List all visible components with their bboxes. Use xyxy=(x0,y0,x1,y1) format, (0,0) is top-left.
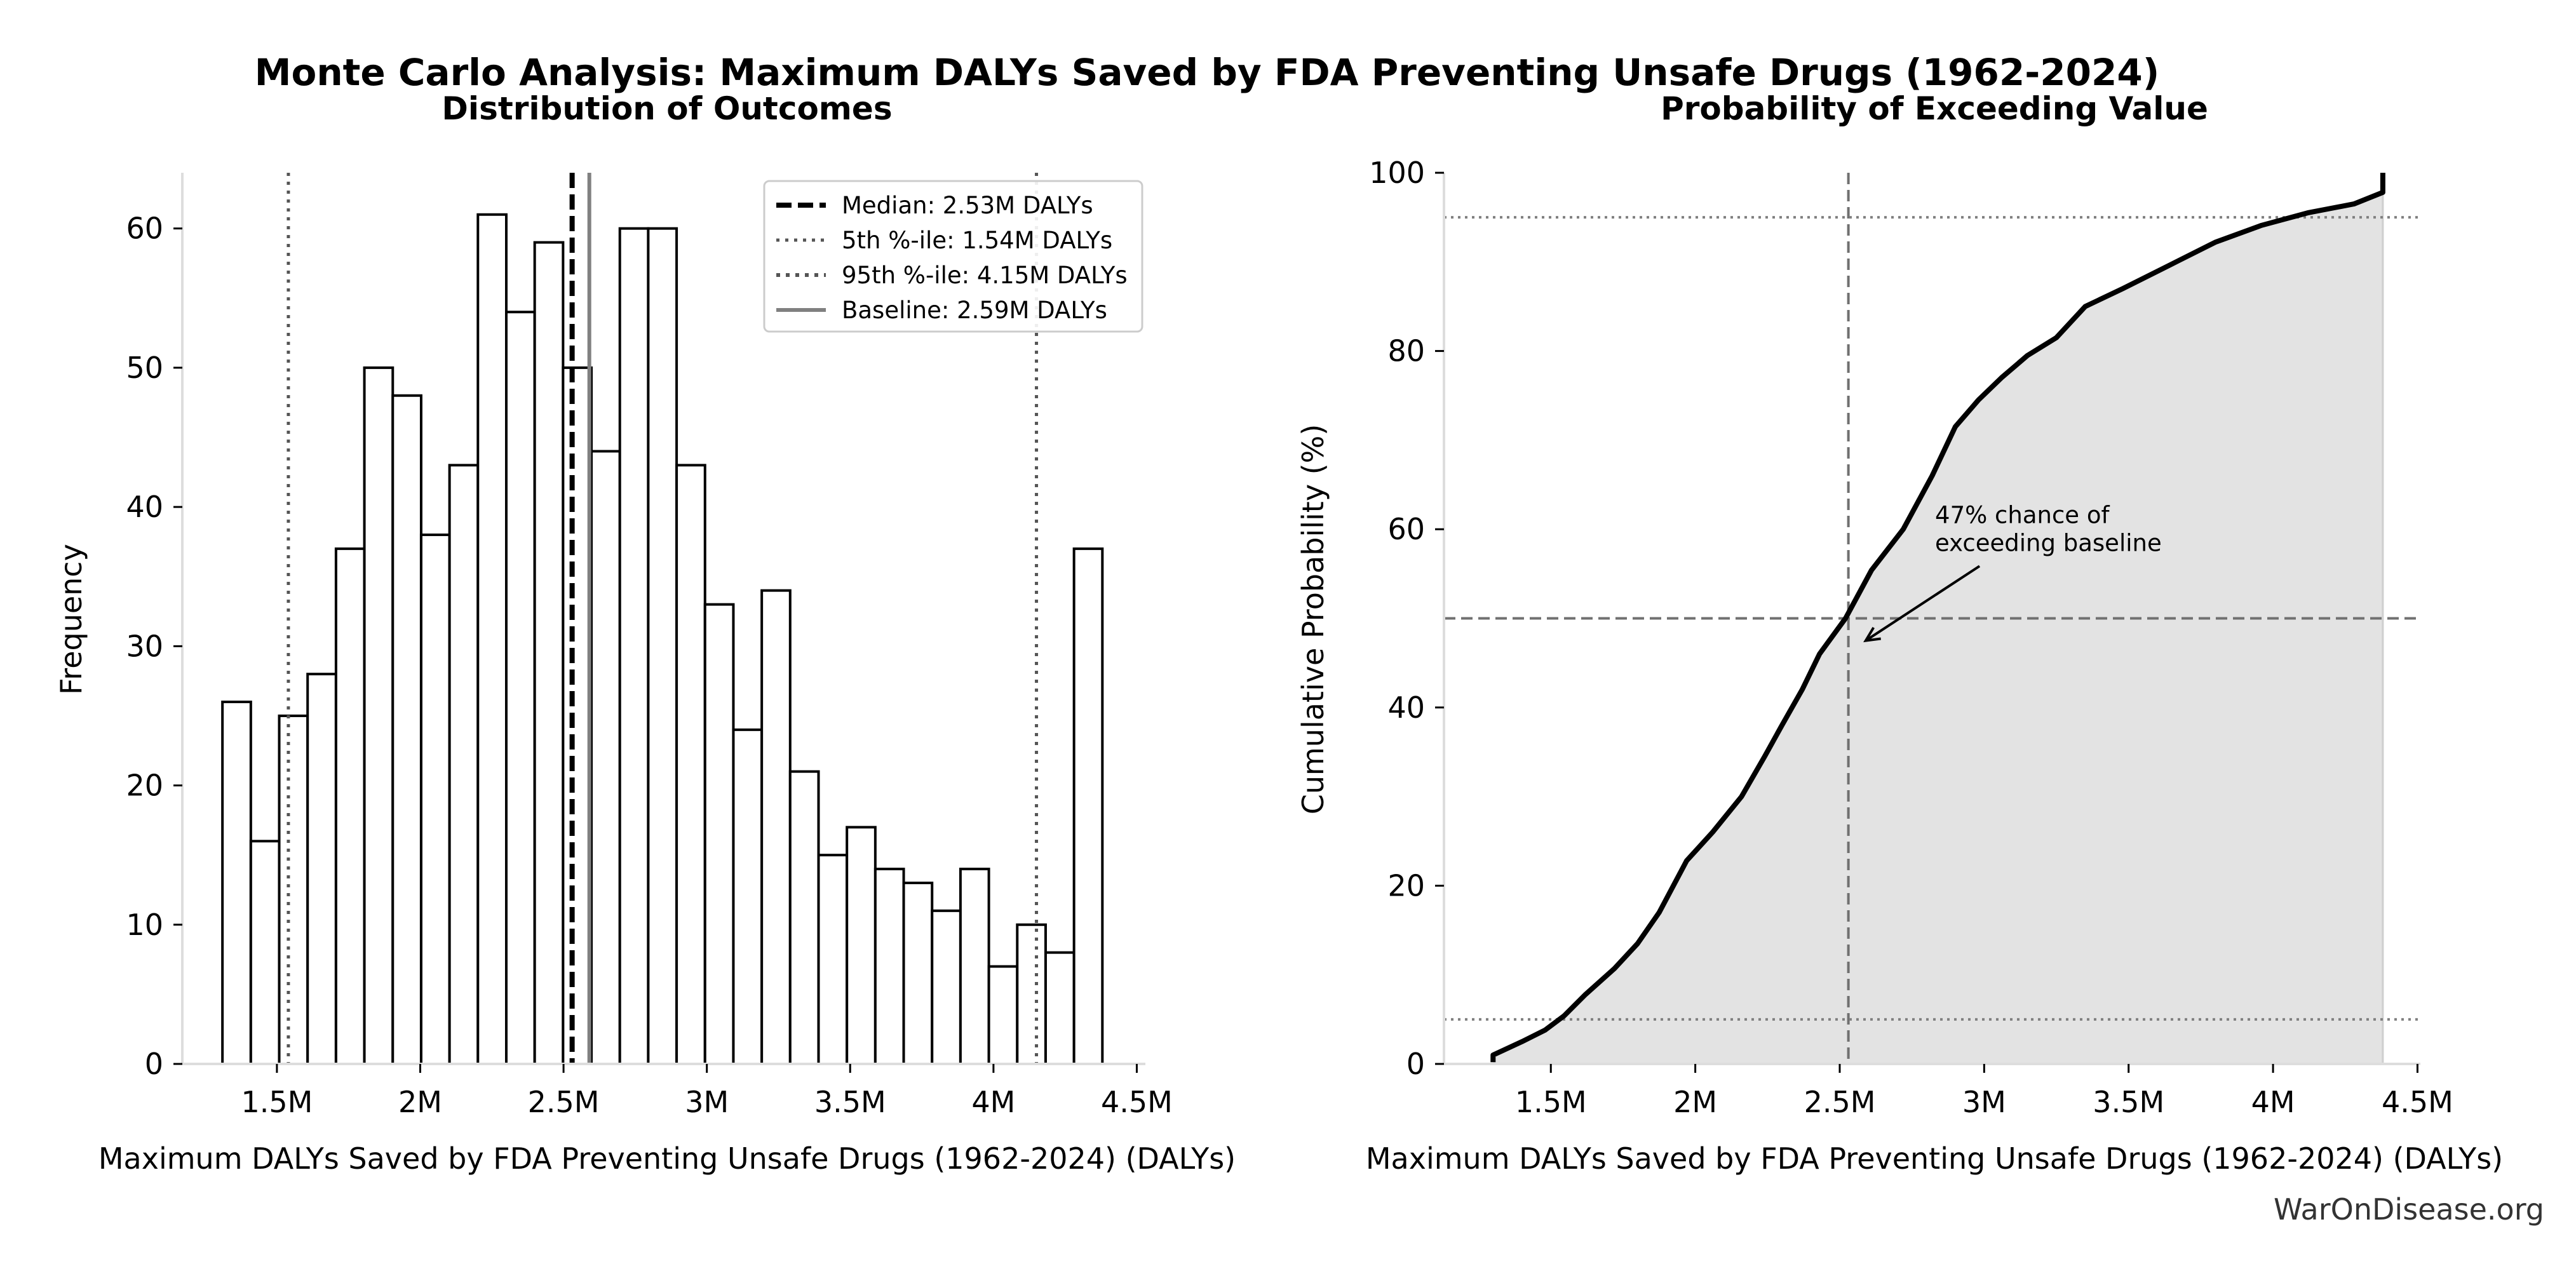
cdf-title: Probability of Exceeding Value xyxy=(1661,90,2208,127)
histogram-bar xyxy=(476,213,508,1065)
histogram-bar xyxy=(363,366,394,1065)
watermark: WarOnDisease.org xyxy=(2274,1192,2544,1227)
x-tick-label: 4M xyxy=(2251,1085,2295,1119)
legend-frame xyxy=(763,180,1143,333)
histogram-bar xyxy=(504,311,536,1065)
histogram-bar xyxy=(562,366,593,1065)
cdf-x-label: Maximum DALYs Saved by FDA Preventing Un… xyxy=(1366,1141,2503,1176)
histogram-bar xyxy=(987,965,1019,1065)
histogram-bars xyxy=(221,213,1104,1065)
histogram-bar xyxy=(902,882,934,1065)
y-tick-label: 20 xyxy=(1387,868,1425,903)
histogram-bar xyxy=(732,728,764,1065)
x-tick-label: 4M xyxy=(971,1085,1015,1119)
histogram-x-ticks: 1.5M 2M 2.5M 3M 3.5M 4M 4.5M xyxy=(241,1064,1173,1119)
cdf-annotation: 47% chance of exceeding baseline xyxy=(1863,501,2162,643)
y-tick-label: 60 xyxy=(1387,512,1425,546)
histogram-bar xyxy=(959,868,990,1065)
y-tick-label: 10 xyxy=(126,908,163,942)
histogram-bar xyxy=(647,227,678,1065)
legend-median-label: Median: 2.53M DALYs xyxy=(842,192,1093,219)
figure-title: Monte Carlo Analysis: Maximum DALYs Save… xyxy=(255,51,2159,94)
x-tick-label: 3M xyxy=(1962,1085,2006,1119)
y-tick-label: 30 xyxy=(126,629,163,663)
histogram-chart: Distribution of Outcomes 0 10 20 30 40 50 60 1… xyxy=(54,90,1236,1176)
histogram-bar xyxy=(675,464,706,1065)
histogram-bar xyxy=(306,673,337,1065)
histogram-bar xyxy=(703,603,735,1065)
histogram-title: Distribution of Outcomes xyxy=(442,90,892,127)
annotation-arrow xyxy=(1865,565,1981,642)
legend-p95-label: 95th %-ile: 4.15M DALYs xyxy=(842,262,1128,289)
annotation-line-2: exceeding baseline xyxy=(1935,529,2162,556)
histogram-bar xyxy=(1016,923,1047,1065)
histogram-bar xyxy=(278,714,309,1065)
cdf-curve xyxy=(1490,173,2385,1063)
histogram-bar xyxy=(846,826,877,1065)
y-tick-label: 60 xyxy=(126,212,163,246)
histogram-bar xyxy=(419,533,451,1065)
x-tick-label: 3.5M xyxy=(2093,1085,2164,1119)
x-tick-label: 3.5M xyxy=(814,1085,886,1119)
cdf-fill-area xyxy=(1493,192,2383,1065)
annotation-arrowhead xyxy=(1863,626,1881,643)
histogram-bar xyxy=(817,854,849,1065)
histogram-y-label: Frequency xyxy=(54,544,88,695)
x-tick-label: 2.5M xyxy=(1804,1085,1876,1119)
x-tick-label: 4.5M xyxy=(2382,1085,2453,1119)
y-tick-label: 100 xyxy=(1369,156,1425,190)
histogram-reference-lines xyxy=(287,173,1039,1064)
cdf-reference-lines xyxy=(1444,173,2420,1064)
histogram-bar xyxy=(1044,951,1076,1065)
cdf-chart: Probability of Exceeding Value 0 20 40 60 80… xyxy=(1296,90,2503,1176)
histogram-y-ticks: 0 10 20 30 40 50 60 xyxy=(126,212,182,1081)
x-tick-label: 3M xyxy=(685,1085,729,1119)
cdf-y-ticks: 0 20 40 60 80 100 xyxy=(1369,156,1444,1081)
legend-p5-label: 5th %-ile: 1.54M DALYs xyxy=(842,227,1112,254)
histogram-bar xyxy=(590,450,621,1065)
cdf-y-label: Cumulative Probability (%) xyxy=(1296,424,1330,815)
y-tick-label: 40 xyxy=(126,490,163,524)
y-tick-label: 40 xyxy=(1387,690,1425,725)
histogram-bar xyxy=(873,868,905,1065)
y-tick-label: 20 xyxy=(126,769,163,803)
histogram-x-label: Maximum DALYs Saved by FDA Preventing Un… xyxy=(98,1141,1236,1176)
histogram-bar xyxy=(931,909,962,1065)
y-tick-label: 80 xyxy=(1387,334,1425,368)
x-tick-label: 1.5M xyxy=(1515,1085,1587,1119)
x-tick-label: 4.5M xyxy=(1101,1085,1173,1119)
y-tick-label: 50 xyxy=(126,351,163,385)
x-tick-label: 2M xyxy=(1673,1085,1717,1119)
cdf-x-ticks: 1.5M 2M 2.5M 3M 3.5M 4M 4.5M xyxy=(1515,1064,2453,1119)
histogram-bar xyxy=(533,241,565,1065)
histogram-bar xyxy=(788,770,820,1065)
x-tick-label: 2.5M xyxy=(528,1085,600,1119)
histogram-bar xyxy=(334,547,366,1065)
histogram-bar xyxy=(618,227,650,1065)
x-tick-label: 1.5M xyxy=(241,1085,313,1119)
x-tick-label: 2M xyxy=(398,1085,442,1119)
histogram-bar xyxy=(760,589,792,1065)
histogram-bar xyxy=(1072,547,1104,1065)
histogram-bar xyxy=(221,701,252,1065)
histogram-bar xyxy=(448,464,480,1065)
histogram-bar xyxy=(249,840,281,1065)
y-tick-label: 0 xyxy=(1406,1047,1425,1081)
y-tick-label: 0 xyxy=(145,1047,163,1081)
histogram-legend: Median: 2.53M DALYs 5th %-ile: 1.54M DAL… xyxy=(763,180,1143,333)
annotation-line-1: 47% chance of xyxy=(1935,501,2110,528)
legend-baseline-label: Baseline: 2.59M DALYs xyxy=(842,297,1107,324)
histogram-bar xyxy=(391,394,422,1065)
